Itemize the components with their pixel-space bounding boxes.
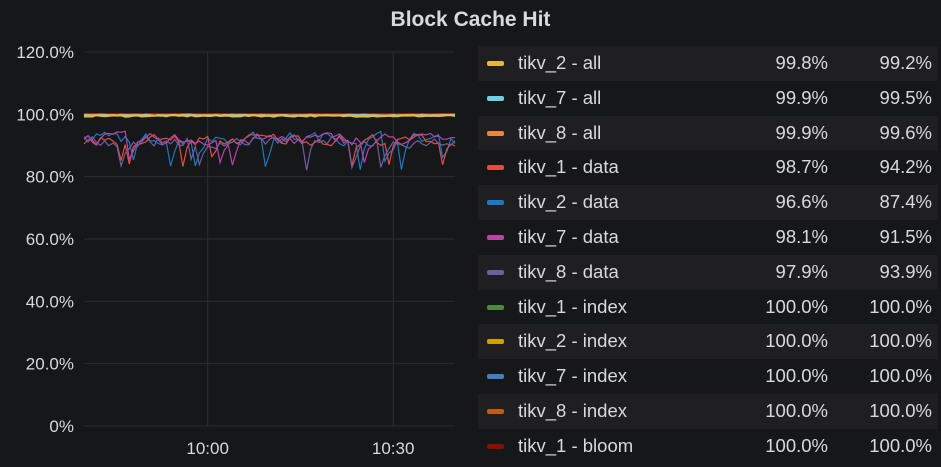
legend-series-name: tikv_7 - all bbox=[518, 86, 602, 108]
legend-value-current: 100.0% bbox=[765, 399, 828, 421]
legend-swatch bbox=[487, 200, 504, 206]
legend-value-min: 99.2% bbox=[879, 52, 932, 73]
legend-value-current: 100.0% bbox=[765, 365, 828, 387]
legend-item[interactable]: tikv_2 - data 96.6% 87.4% bbox=[478, 185, 938, 220]
legend-value-current: 97.9% bbox=[775, 260, 828, 282]
legend-value-min: 94.2% bbox=[879, 156, 932, 178]
x-tick-label: 10:00 bbox=[186, 439, 229, 458]
x-axis: 10:00 10:30 bbox=[186, 439, 414, 458]
legend-item[interactable]: tikv_8 - all 99.9% 99.6% bbox=[478, 115, 938, 151]
legend-swatch bbox=[487, 95, 504, 101]
legend-value-current: 99.9% bbox=[775, 121, 828, 143]
legend-value-min: 99.6% bbox=[879, 121, 932, 143]
legend: tikv_2 - all 99.8% 99.2% tikv_7 - all 99.9% 9… bbox=[478, 46, 938, 464]
legend-swatch bbox=[487, 165, 504, 171]
legend-item[interactable]: tikv_7 - all 99.9% 99.5% bbox=[478, 81, 938, 116]
legend-item[interactable]: tikv_7 - data 98.1% 91.5% bbox=[478, 220, 938, 255]
legend-item[interactable]: tikv_2 - index 100.0% 100.0% bbox=[478, 324, 938, 360]
legend-series-name: tikv_2 - all bbox=[518, 52, 602, 73]
legend-value-min: 87.4% bbox=[879, 191, 932, 213]
legend-value-min: 100.0% bbox=[869, 399, 932, 421]
legend-value-current: 96.6% bbox=[775, 191, 828, 213]
grid bbox=[84, 51, 455, 427]
legend-value-current: 100.0% bbox=[765, 434, 828, 456]
y-tick-label: 20.0% bbox=[26, 355, 74, 374]
legend-value-min: 100.0% bbox=[869, 365, 932, 387]
legend-swatch bbox=[487, 443, 504, 449]
series-line bbox=[83, 130, 456, 166]
chart-title: Block Cache Hit bbox=[390, 8, 551, 31]
legend-value-current: 100.0% bbox=[765, 295, 828, 317]
series-line bbox=[83, 114, 456, 118]
legend-value-current: 99.8% bbox=[775, 52, 828, 73]
legend-swatch bbox=[487, 130, 504, 136]
legend-value-min: 99.5% bbox=[879, 86, 932, 108]
legend-value-min: 91.5% bbox=[879, 225, 932, 247]
y-tick-label: 100.0% bbox=[16, 105, 74, 124]
legend-series-name: tikv_2 - data bbox=[518, 191, 619, 213]
legend-value-min: 100.0% bbox=[869, 295, 932, 317]
legend-item[interactable]: tikv_1 - index 100.0% 100.0% bbox=[478, 290, 938, 325]
legend-value-current: 98.7% bbox=[775, 156, 828, 178]
legend-swatch bbox=[487, 374, 504, 380]
legend-value-min: 100.0% bbox=[869, 330, 932, 352]
legend-swatch bbox=[487, 304, 504, 310]
series-lines bbox=[83, 113, 456, 171]
series-line bbox=[83, 130, 456, 170]
legend-item[interactable]: tikv_8 - data 97.9% 93.9% bbox=[478, 254, 938, 290]
legend-swatch bbox=[487, 269, 504, 275]
plot-area[interactable]: 120.0% 100.0% 80.0% 60.0% 40.0% 20.0% 0% 10:00… bbox=[0, 0, 470, 467]
legend-value-current: 98.1% bbox=[775, 225, 828, 247]
y-tick-label: 80.0% bbox=[26, 168, 74, 187]
legend-value-min: 100.0% bbox=[869, 434, 932, 456]
y-tick-label: 40.0% bbox=[26, 292, 74, 311]
x-tick-label: 10:30 bbox=[372, 439, 415, 458]
y-tick-label: 60.0% bbox=[26, 230, 74, 249]
legend-swatch bbox=[487, 339, 504, 345]
legend-swatch bbox=[487, 408, 504, 414]
series-line bbox=[83, 133, 456, 171]
legend-series-name: tikv_1 - bloom bbox=[518, 434, 634, 456]
y-axis: 120.0% 100.0% 80.0% 60.0% 40.0% 20.0% 0% bbox=[16, 43, 74, 436]
legend-item[interactable]: tikv_8 - index 100.0% 100.0% bbox=[478, 393, 938, 429]
legend-value-current: 99.9% bbox=[775, 86, 828, 108]
legend-value-min: 93.9% bbox=[879, 260, 932, 282]
legend-swatch bbox=[487, 61, 504, 66]
legend-series-name: tikv_1 - data bbox=[518, 156, 619, 178]
legend-swatch bbox=[487, 234, 504, 240]
legend-series-name: tikv_1 - index bbox=[518, 295, 627, 317]
y-tick-label: 120.0% bbox=[16, 43, 74, 62]
legend-series-name: tikv_7 - index bbox=[518, 365, 627, 387]
legend-series-name: tikv_8 - data bbox=[518, 260, 619, 282]
legend-series-name: tikv_8 - index bbox=[518, 399, 627, 421]
legend-item[interactable]: tikv_2 - all 99.8% 99.2% bbox=[478, 46, 938, 81]
legend-series-name: tikv_8 - all bbox=[518, 121, 602, 143]
legend-value-current: 100.0% bbox=[765, 330, 828, 352]
y-tick-label: 0% bbox=[49, 417, 74, 436]
legend-item[interactable]: tikv_1 - bloom 100.0% 100.0% bbox=[478, 429, 938, 464]
legend-item[interactable]: tikv_1 - data 98.7% 94.2% bbox=[478, 150, 938, 185]
legend-series-name: tikv_7 - data bbox=[518, 225, 619, 247]
series-line bbox=[83, 133, 456, 167]
legend-item[interactable]: tikv_7 - index 100.0% 100.0% bbox=[478, 359, 938, 394]
legend-series-name: tikv_2 - index bbox=[518, 330, 627, 352]
